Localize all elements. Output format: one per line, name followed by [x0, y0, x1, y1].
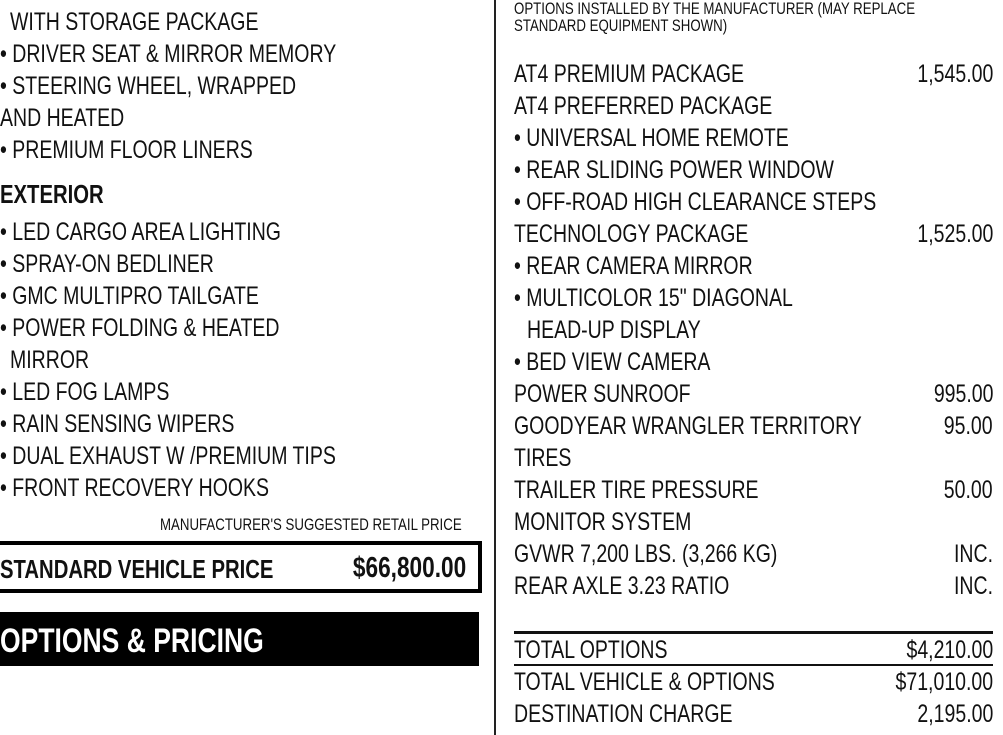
option-price: INC.: [954, 540, 993, 568]
total-label: TOTAL VEHICLE & OPTIONS: [514, 668, 775, 696]
option-name: GOODYEAR WRANGLER TERRITORY: [514, 412, 862, 440]
standard-price-box: [0, 541, 482, 593]
option-price: 50.00: [944, 476, 993, 504]
option-price: 1,545.00: [917, 60, 993, 88]
option-price: 995.00: [933, 380, 993, 408]
feature-line: • PREMIUM FLOOR LINERS: [0, 136, 253, 164]
totals-divider-thin: [514, 664, 993, 666]
options-heading-bar: [0, 612, 479, 666]
option-name: • UNIVERSAL HOME REMOTE: [514, 124, 789, 152]
option-name: REAR AXLE 3.23 RATIO: [514, 572, 730, 600]
option-name: HEAD-UP DISPLAY: [527, 316, 701, 344]
exterior-feature-line: • FRONT RECOVERY HOOKS: [0, 474, 270, 502]
total-value: $71,010.00: [895, 668, 993, 696]
feature-line: • STEERING WHEEL, WRAPPED: [0, 72, 297, 100]
options-heading: OPTIONS & PRICING: [0, 622, 264, 660]
exterior-heading: EXTERIOR: [0, 179, 104, 209]
option-price: INC.: [954, 572, 993, 600]
option-name: MONITOR SYSTEM: [514, 508, 692, 536]
options-note-line1: OPTIONS INSTALLED BY THE MANUFACTURER (M…: [514, 0, 916, 18]
total-label: TOTAL OPTIONS: [514, 636, 668, 664]
option-name: GVWR 7,200 LBS. (3,266 KG): [514, 540, 778, 568]
exterior-feature-line: • GMC MULTIPRO TAILGATE: [0, 282, 259, 310]
option-name: POWER SUNROOF: [514, 380, 691, 408]
msrp-label: MANUFACTURER'S SUGGESTED RETAIL PRICE: [160, 515, 462, 534]
feature-line: AND HEATED: [0, 104, 125, 132]
option-price: 95.00: [944, 412, 993, 440]
option-name: • REAR CAMERA MIRROR: [514, 252, 753, 280]
exterior-feature-line: • POWER FOLDING & HEATED: [0, 314, 280, 342]
options-note-line2: STANDARD EQUIPMENT SHOWN): [514, 16, 728, 35]
exterior-feature-line: • RAIN SENSING WIPERS: [0, 410, 235, 438]
exterior-feature-line: MIRROR: [10, 346, 90, 374]
standard-price-label: STANDARD VEHICLE PRICE: [0, 554, 274, 584]
exterior-feature-line: • LED CARGO AREA LIGHTING: [0, 218, 281, 246]
total-label: DESTINATION CHARGE: [514, 700, 733, 728]
option-name: AT4 PREMIUM PACKAGE: [514, 60, 745, 88]
feature-line: • DRIVER SEAT & MIRROR MEMORY: [0, 40, 337, 68]
option-name: TIRES: [514, 444, 572, 472]
option-name: TRAILER TIRE PRESSURE: [514, 476, 759, 504]
exterior-feature-line: • DUAL EXHAUST W /PREMIUM TIPS: [0, 442, 336, 470]
option-name: • REAR SLIDING POWER WINDOW: [514, 156, 834, 184]
option-name: • MULTICOLOR 15" DIAGONAL: [514, 284, 793, 312]
option-name: • OFF-ROAD HIGH CLEARANCE STEPS: [514, 188, 877, 216]
option-price: 1,525.00: [917, 220, 993, 248]
exterior-feature-line: • LED FOG LAMPS: [0, 378, 170, 406]
exterior-feature-line: • SPRAY-ON BEDLINER: [0, 250, 214, 278]
option-name: TECHNOLOGY PACKAGE: [514, 220, 749, 248]
total-value: $4,210.00: [906, 636, 993, 664]
option-name: AT4 PREFERRED PACKAGE: [514, 92, 773, 120]
totals-divider-thick: [514, 631, 993, 634]
standard-price-value: $66,800.00: [352, 552, 466, 584]
column-divider: [494, 0, 496, 735]
option-name: • BED VIEW CAMERA: [514, 348, 711, 376]
total-value: 2,195.00: [917, 700, 993, 728]
feature-line: WITH STORAGE PACKAGE: [10, 8, 259, 36]
